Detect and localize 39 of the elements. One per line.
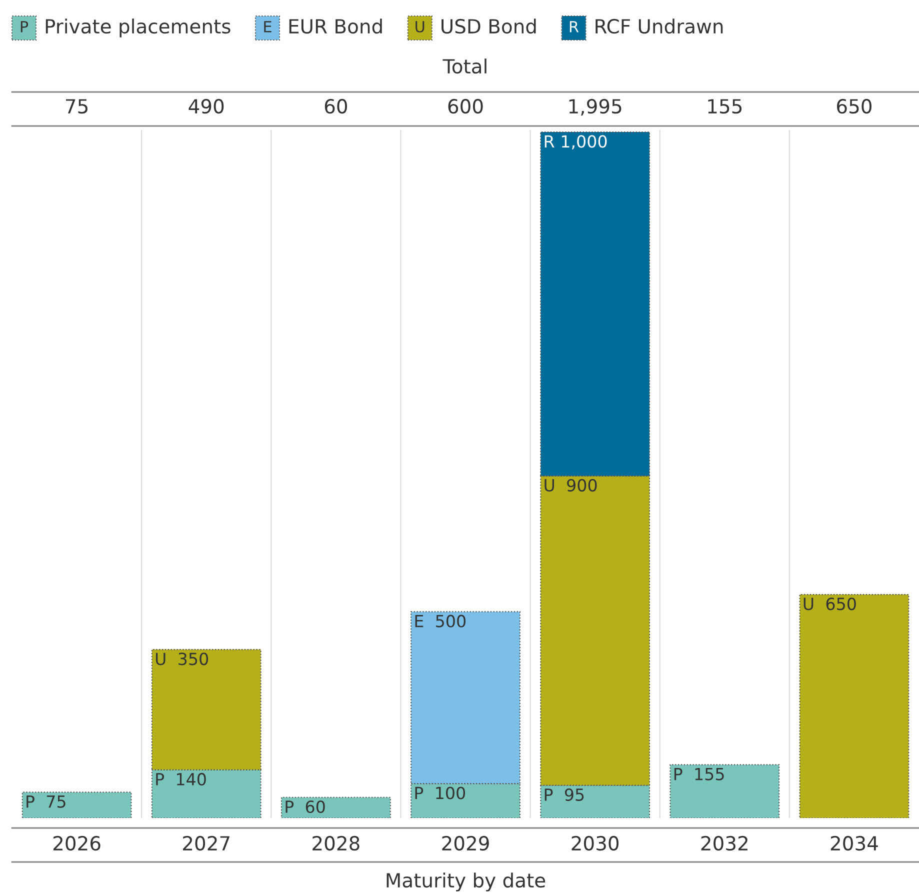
x-tick-label: 2029 [442, 836, 489, 851]
x-tick-label: 2028 [312, 836, 360, 851]
text: 60 [324, 98, 348, 114]
data-label: P 155 [674, 768, 724, 780]
text: 155 [708, 99, 742, 114]
bar [799, 594, 910, 818]
data-label: U 350 [156, 652, 208, 666]
text: P [20, 21, 28, 32]
data-label: U 650 [804, 598, 856, 610]
x-tick-label: 2030 [572, 836, 619, 851]
text: 75 [66, 99, 88, 114]
x-tick-label: 2026 [53, 836, 100, 851]
x-tick-label: 2032 [701, 836, 748, 851]
data-label: P 100 [415, 786, 466, 800]
bar [670, 764, 780, 818]
bar [22, 792, 132, 818]
text: U [416, 21, 424, 32]
data-label: R 1,000 [544, 135, 607, 150]
text: 600 [448, 98, 483, 114]
text: 1,995 [569, 98, 622, 116]
bar [280, 796, 391, 818]
text: 650 [837, 98, 872, 114]
legend-label: RCF Undrawn [596, 18, 723, 34]
x-tick-label: 2027 [183, 836, 230, 851]
text: Total [442, 58, 486, 74]
x-axis-title: Maturity by date [386, 872, 546, 892]
legend-label: Private placements [46, 18, 230, 38]
text: R [570, 21, 579, 32]
data-label: U 900 [544, 478, 597, 492]
text: 490 [188, 98, 224, 114]
data-label: P 95 [544, 788, 584, 802]
data-label: P 140 [156, 772, 206, 786]
text: E [264, 21, 272, 32]
legend-label: USD Bond [442, 18, 536, 34]
x-tick-label: 2034 [830, 836, 878, 851]
data-label: P 75 [26, 796, 66, 808]
legend-label: EUR Bond [289, 18, 382, 34]
data-label: P 60 [286, 800, 325, 814]
data-label: E 500 [415, 614, 466, 628]
